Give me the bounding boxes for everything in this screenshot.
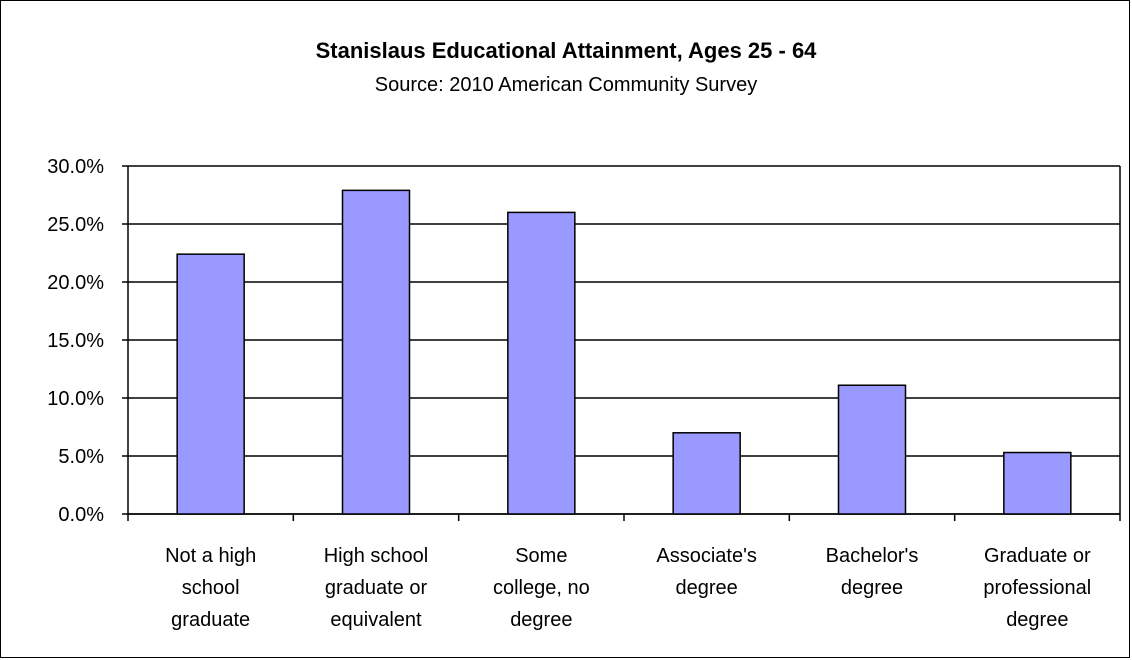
- bar: [341, 189, 411, 515]
- y-tick-label: 25.0%: [47, 214, 104, 236]
- y-tick-label: 20.0%: [47, 272, 104, 294]
- x-tick-label: Associate's degree: [656, 545, 757, 599]
- bar: [837, 384, 907, 515]
- y-tick-label: 15.0%: [47, 330, 104, 352]
- x-tick-label: Graduate or professional degree: [983, 545, 1091, 631]
- bar: [176, 253, 245, 515]
- x-tick-label: Not a high school graduate: [165, 545, 256, 631]
- chart-subtitle: Source: 2010 American Community Survey: [374, 74, 758, 96]
- y-tick-label: 30.0%: [47, 156, 104, 178]
- x-tick-label: Some college, no degree: [493, 545, 590, 631]
- y-tick-label: 0.0%: [58, 504, 104, 526]
- y-tick-label: 10.0%: [47, 388, 104, 410]
- bar: [672, 432, 741, 515]
- x-tick-label: Bachelor's degree: [826, 545, 919, 599]
- chart-title: Stanislaus Educational Attainment, Ages …: [315, 38, 817, 63]
- x-tick-label: High school graduate or equivalent: [324, 545, 429, 631]
- bar: [1003, 451, 1072, 515]
- y-tick-label: 5.0%: [58, 446, 104, 468]
- bar: [507, 211, 576, 515]
